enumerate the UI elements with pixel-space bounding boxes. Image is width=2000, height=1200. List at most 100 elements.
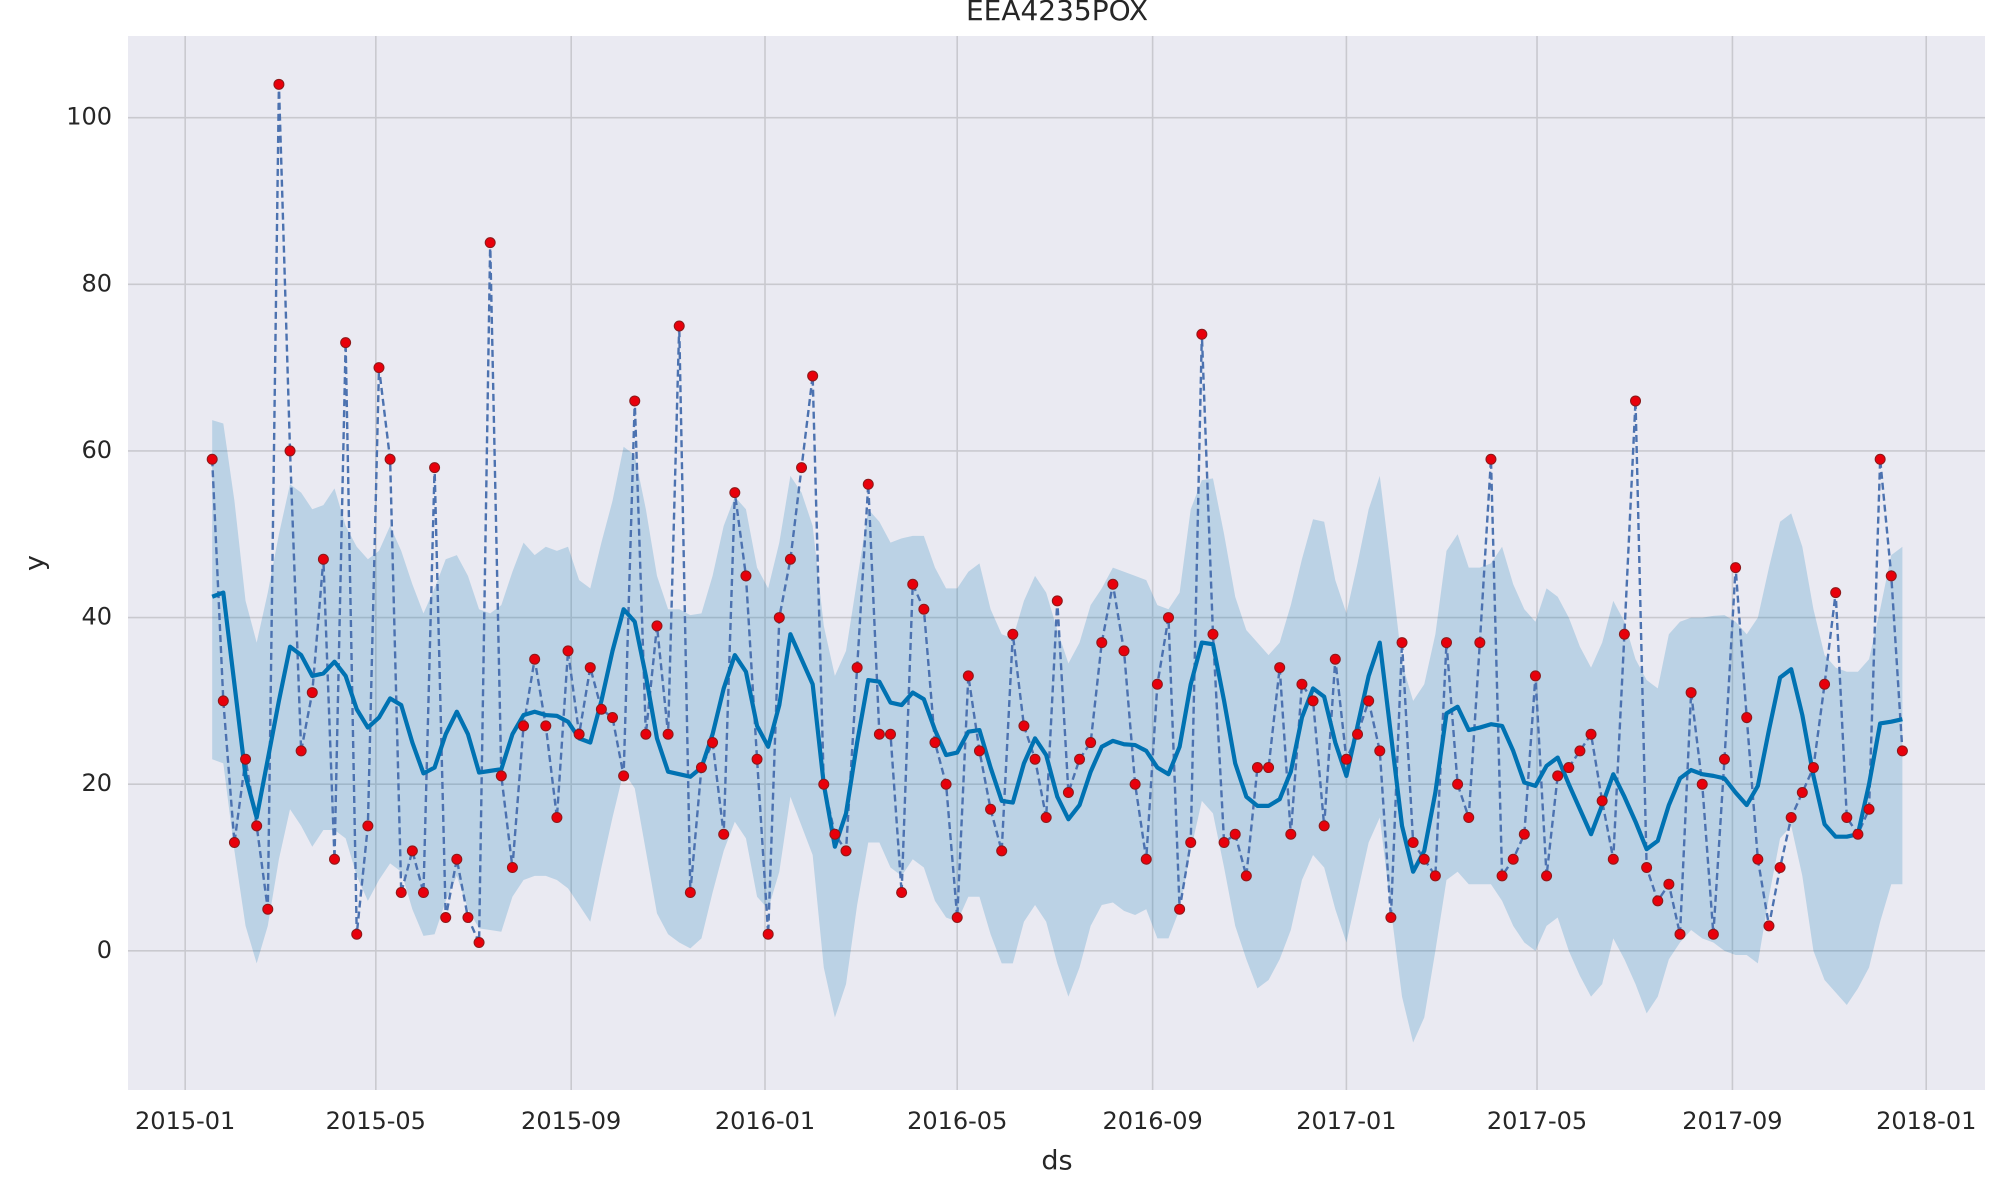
observed-point bbox=[562, 645, 574, 657]
observed-point bbox=[1496, 870, 1508, 882]
observed-point bbox=[1174, 903, 1186, 915]
observed-point bbox=[573, 728, 585, 740]
observed-point bbox=[373, 362, 385, 374]
observed-point bbox=[1440, 637, 1452, 649]
observed-point bbox=[640, 728, 652, 740]
observed-point bbox=[1051, 595, 1063, 607]
observed-point bbox=[1452, 778, 1464, 790]
observed-point bbox=[1485, 453, 1497, 465]
observed-point bbox=[1741, 712, 1753, 724]
observed-point bbox=[251, 820, 263, 832]
observed-point bbox=[940, 778, 952, 790]
observed-point bbox=[273, 78, 285, 90]
observed-point bbox=[1885, 570, 1897, 582]
observed-point bbox=[228, 837, 240, 849]
y-tick-label: 0 bbox=[97, 936, 112, 964]
observed-point bbox=[551, 812, 563, 824]
observed-point bbox=[1318, 820, 1330, 832]
observed-point bbox=[1574, 745, 1586, 757]
observed-point bbox=[840, 845, 852, 857]
y-tick-label: 100 bbox=[66, 103, 112, 131]
observed-point bbox=[1007, 628, 1019, 640]
observed-point bbox=[1552, 770, 1564, 782]
observed-point bbox=[1229, 828, 1241, 840]
observed-point bbox=[1785, 812, 1797, 824]
observed-point bbox=[1541, 870, 1553, 882]
observed-point bbox=[1118, 645, 1130, 657]
observed-point bbox=[1196, 328, 1208, 340]
observed-point bbox=[851, 662, 863, 674]
observed-point bbox=[1429, 870, 1441, 882]
observed-point bbox=[896, 887, 908, 899]
observed-point bbox=[1151, 678, 1163, 690]
observed-point bbox=[1529, 670, 1541, 682]
y-axis-label: y bbox=[20, 555, 51, 571]
observed-point bbox=[807, 370, 819, 382]
observed-point bbox=[340, 337, 352, 349]
y-tick-label: 40 bbox=[81, 603, 112, 631]
observed-point bbox=[929, 737, 941, 749]
observed-point bbox=[1674, 928, 1686, 940]
observed-point bbox=[484, 237, 496, 249]
observed-point bbox=[651, 620, 663, 632]
observed-point bbox=[1140, 853, 1152, 865]
observed-point bbox=[1707, 928, 1719, 940]
observed-point bbox=[1274, 662, 1286, 674]
observed-point bbox=[818, 778, 830, 790]
observed-point bbox=[1863, 803, 1875, 815]
observed-point bbox=[351, 928, 363, 940]
observed-point bbox=[695, 762, 707, 774]
observed-point bbox=[462, 912, 474, 924]
observed-point bbox=[1518, 828, 1530, 840]
observed-point bbox=[1418, 853, 1430, 865]
observed-point bbox=[796, 462, 808, 474]
observed-point bbox=[1585, 728, 1597, 740]
observed-point bbox=[618, 770, 630, 782]
observed-point bbox=[784, 553, 796, 565]
observed-point bbox=[1663, 878, 1675, 890]
observed-point bbox=[629, 395, 641, 407]
observed-point bbox=[1352, 728, 1364, 740]
observed-point bbox=[973, 745, 985, 757]
x-tick-label: 2015-09 bbox=[521, 1107, 621, 1135]
observed-point bbox=[1374, 745, 1386, 757]
observed-point bbox=[1062, 787, 1074, 799]
observed-point bbox=[540, 720, 552, 732]
observed-point bbox=[1385, 912, 1397, 924]
observed-point bbox=[918, 603, 930, 615]
observed-point bbox=[295, 745, 307, 757]
observed-point bbox=[1730, 562, 1742, 574]
observed-point bbox=[429, 462, 441, 474]
x-tick-label: 2016-05 bbox=[907, 1107, 1007, 1135]
observed-point bbox=[1618, 628, 1630, 640]
observed-point bbox=[1807, 762, 1819, 774]
observed-point bbox=[595, 703, 607, 715]
observed-point bbox=[1796, 787, 1808, 799]
observed-point bbox=[1596, 795, 1608, 807]
observed-point bbox=[718, 828, 730, 840]
observed-point bbox=[1752, 853, 1764, 865]
observed-point bbox=[1263, 762, 1275, 774]
observed-point bbox=[662, 728, 674, 740]
observed-point bbox=[873, 728, 885, 740]
observed-point bbox=[1852, 828, 1864, 840]
observed-point bbox=[1763, 920, 1775, 932]
observed-point bbox=[1162, 612, 1174, 624]
observed-point bbox=[1841, 812, 1853, 824]
observed-point bbox=[1652, 895, 1664, 907]
observed-point bbox=[1696, 778, 1708, 790]
observed-point bbox=[317, 553, 329, 565]
observed-point bbox=[985, 803, 997, 815]
observed-point bbox=[506, 862, 518, 874]
x-axis-label: ds bbox=[1041, 1146, 1072, 1177]
observed-point bbox=[1096, 637, 1108, 649]
observed-point bbox=[1641, 862, 1653, 874]
observed-point bbox=[1185, 837, 1197, 849]
observed-point bbox=[884, 728, 896, 740]
y-tick-label: 20 bbox=[81, 769, 112, 797]
observed-point bbox=[1507, 853, 1519, 865]
observed-point bbox=[406, 845, 418, 857]
y-tick-label: 80 bbox=[81, 269, 112, 297]
observed-point bbox=[996, 845, 1008, 857]
